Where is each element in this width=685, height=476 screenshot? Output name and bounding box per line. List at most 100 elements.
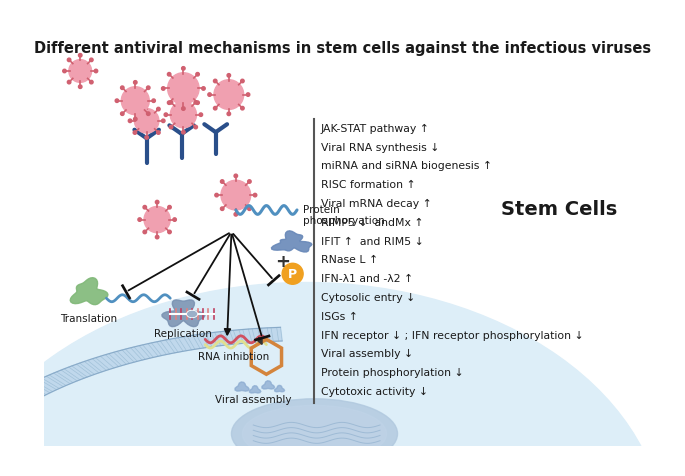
- Circle shape: [194, 101, 197, 105]
- Text: Different antiviral mechanisms in stem cells against the infectious viruses: Different antiviral mechanisms in stem c…: [34, 40, 651, 55]
- Text: +: +: [275, 252, 290, 270]
- Circle shape: [134, 109, 159, 134]
- Polygon shape: [235, 382, 249, 391]
- Circle shape: [201, 88, 206, 91]
- Circle shape: [79, 86, 82, 89]
- Circle shape: [121, 87, 124, 90]
- Circle shape: [155, 201, 159, 204]
- Circle shape: [157, 108, 160, 111]
- Circle shape: [208, 94, 212, 97]
- Ellipse shape: [242, 406, 386, 462]
- Circle shape: [145, 103, 149, 107]
- Circle shape: [145, 137, 149, 140]
- Text: Protein
phosphoryation: Protein phosphoryation: [303, 204, 385, 226]
- Circle shape: [67, 81, 71, 85]
- Circle shape: [147, 87, 150, 90]
- Circle shape: [152, 100, 155, 103]
- Polygon shape: [0, 327, 282, 476]
- Text: P: P: [288, 268, 297, 281]
- Circle shape: [63, 70, 66, 74]
- Circle shape: [121, 113, 124, 116]
- Circle shape: [128, 120, 132, 123]
- Circle shape: [90, 81, 93, 85]
- Circle shape: [143, 206, 147, 209]
- Text: ISGs ↑: ISGs ↑: [321, 311, 358, 321]
- Circle shape: [121, 88, 149, 116]
- Circle shape: [221, 181, 251, 210]
- Circle shape: [167, 102, 171, 105]
- Circle shape: [169, 101, 173, 105]
- Text: JAK-STAT pathway ↑: JAK-STAT pathway ↑: [321, 123, 429, 134]
- Text: Viral assembly ↓: Viral assembly ↓: [321, 348, 413, 358]
- Circle shape: [182, 108, 185, 111]
- Circle shape: [147, 113, 150, 116]
- Circle shape: [168, 206, 171, 209]
- Polygon shape: [271, 231, 312, 252]
- Circle shape: [157, 131, 160, 135]
- Circle shape: [227, 74, 231, 78]
- Circle shape: [143, 231, 147, 234]
- Circle shape: [90, 59, 93, 62]
- Text: Cytotoxic activity ↓: Cytotoxic activity ↓: [321, 386, 427, 396]
- Text: RNase L ↑: RNase L ↑: [321, 255, 377, 265]
- Text: Viral RNA synthesis ↓: Viral RNA synthesis ↓: [321, 142, 439, 152]
- Circle shape: [169, 126, 173, 129]
- Circle shape: [240, 107, 244, 111]
- Circle shape: [234, 175, 238, 178]
- Circle shape: [144, 207, 171, 233]
- Circle shape: [67, 59, 71, 62]
- Polygon shape: [162, 300, 205, 327]
- Circle shape: [234, 213, 238, 217]
- Circle shape: [134, 118, 137, 121]
- Circle shape: [162, 88, 165, 91]
- Text: Translation: Translation: [60, 314, 118, 323]
- Circle shape: [248, 208, 251, 211]
- Text: RNA inhibtion: RNA inhibtion: [199, 351, 270, 361]
- Text: Viral assembly: Viral assembly: [215, 395, 292, 405]
- Circle shape: [221, 180, 224, 184]
- Polygon shape: [249, 386, 261, 393]
- Circle shape: [95, 70, 98, 74]
- Ellipse shape: [187, 311, 197, 318]
- Circle shape: [194, 126, 197, 129]
- Circle shape: [221, 208, 224, 211]
- Text: Stem Cells: Stem Cells: [501, 199, 617, 218]
- Circle shape: [182, 96, 185, 100]
- Circle shape: [247, 94, 250, 97]
- Circle shape: [182, 131, 185, 135]
- Polygon shape: [262, 381, 275, 389]
- Circle shape: [248, 180, 251, 184]
- Circle shape: [167, 73, 171, 77]
- Circle shape: [164, 114, 168, 117]
- Polygon shape: [275, 386, 284, 392]
- Circle shape: [171, 102, 197, 129]
- Circle shape: [162, 120, 165, 123]
- Text: Cytosolic entry ↓: Cytosolic entry ↓: [321, 292, 415, 302]
- Circle shape: [214, 80, 244, 110]
- Circle shape: [69, 60, 92, 83]
- Text: RIMP5 ↓  andMx ↑: RIMP5 ↓ andMx ↑: [321, 218, 423, 227]
- Circle shape: [199, 114, 203, 117]
- Polygon shape: [71, 278, 108, 305]
- Ellipse shape: [0, 283, 664, 476]
- Text: IFN-λ1 and -λ2 ↑: IFN-λ1 and -λ2 ↑: [321, 274, 413, 284]
- Circle shape: [79, 54, 82, 58]
- Text: IFN receptor ↓ ; IFN receptor phosphorylation ↓: IFN receptor ↓ ; IFN receptor phosphoryl…: [321, 330, 583, 340]
- Circle shape: [168, 74, 199, 105]
- Circle shape: [282, 264, 303, 285]
- Circle shape: [134, 81, 137, 85]
- Text: IFIT ↑  and RIM5 ↓: IFIT ↑ and RIM5 ↓: [321, 236, 423, 246]
- Text: RISC formation ↑: RISC formation ↑: [321, 180, 415, 190]
- Circle shape: [133, 131, 136, 135]
- Circle shape: [168, 231, 171, 234]
- Circle shape: [227, 113, 231, 116]
- Circle shape: [215, 194, 219, 198]
- Text: Protein phosphorylation ↓: Protein phosphorylation ↓: [321, 367, 463, 377]
- Circle shape: [196, 102, 199, 105]
- Circle shape: [214, 80, 217, 84]
- Text: Viral mRNA decay ↑: Viral mRNA decay ↑: [321, 198, 432, 208]
- Text: Replication: Replication: [154, 328, 212, 338]
- Circle shape: [214, 107, 217, 111]
- Circle shape: [133, 108, 136, 111]
- Circle shape: [182, 68, 185, 71]
